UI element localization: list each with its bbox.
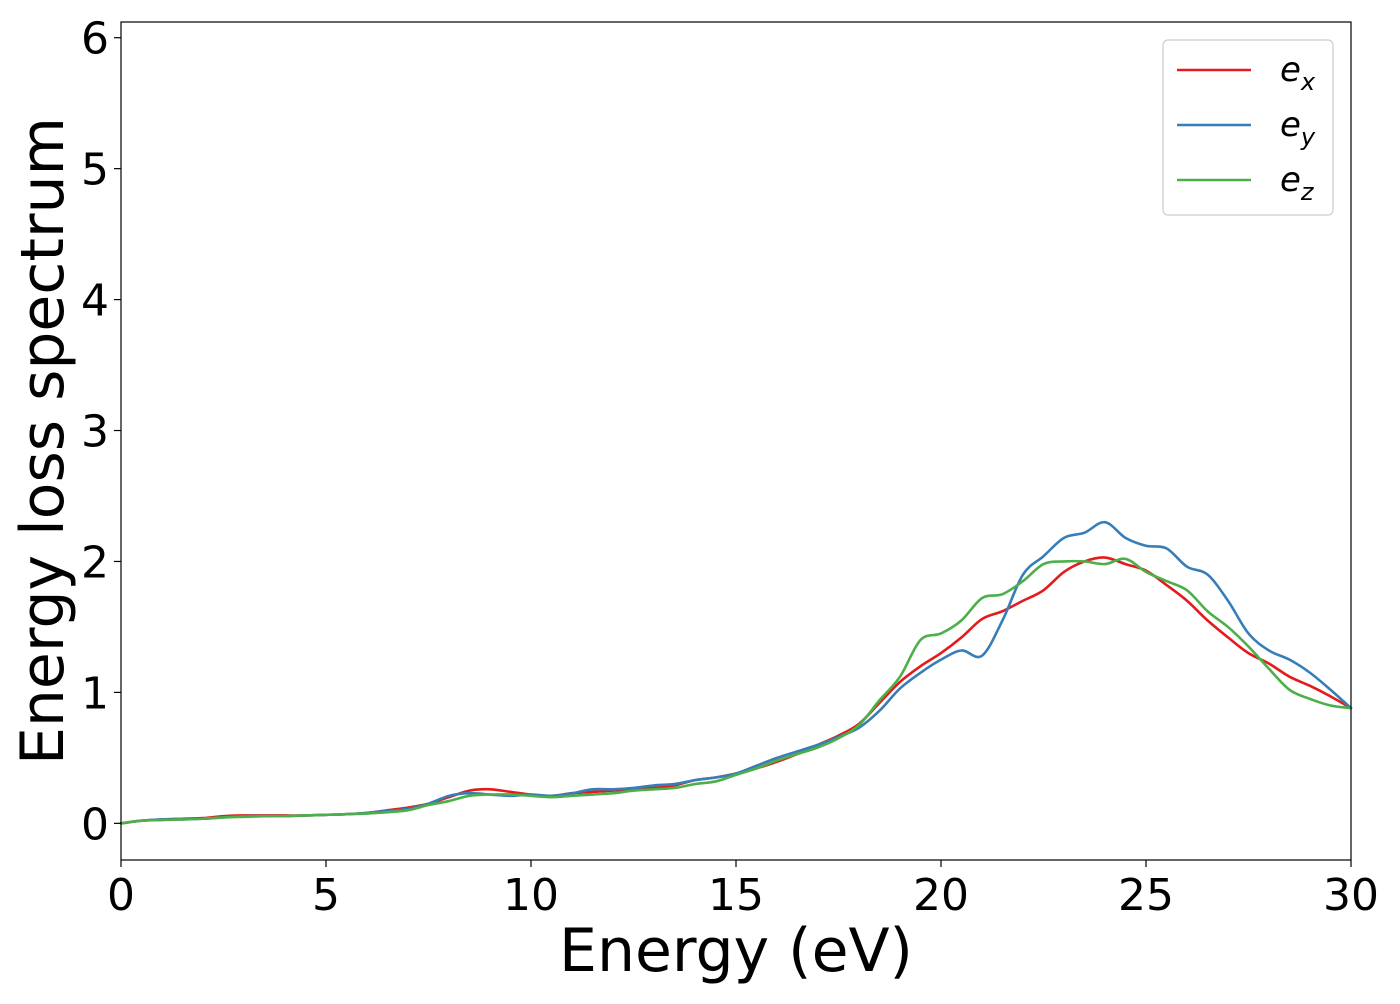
series-line-x (119, 556, 1353, 825)
y-tick-label: 3 (81, 407, 109, 458)
legend-box (1162, 39, 1334, 216)
x-tick-label: 5 (312, 870, 340, 921)
y-axis-ticks: 0 1 2 3 4 5 6 (81, 14, 121, 850)
x-tick-label: 10 (503, 870, 559, 921)
y-tick-label: 0 (81, 799, 109, 850)
x-tick-label: 20 (913, 870, 969, 921)
y-tick-label: 2 (81, 537, 109, 588)
y-tick-label: 5 (81, 145, 109, 196)
x-tick-label: 15 (708, 870, 764, 921)
x-tick-label: 25 (1118, 870, 1174, 921)
x-tick-label: 30 (1323, 870, 1379, 921)
y-tick-label: 1 (81, 668, 109, 719)
y-tick-label: 4 (81, 276, 109, 327)
x-tick-label: 0 (107, 870, 135, 921)
series-layer (119, 520, 1353, 825)
x-axis-label: Energy (eV) (559, 916, 913, 986)
y-tick-label: 6 (81, 14, 109, 65)
y-axis-label: Energy loss spectrum (8, 117, 78, 765)
x-axis-ticks: 0 5 10 15 20 25 30 (107, 860, 1379, 921)
series-line-y (119, 520, 1353, 825)
series-line-z (119, 557, 1353, 825)
